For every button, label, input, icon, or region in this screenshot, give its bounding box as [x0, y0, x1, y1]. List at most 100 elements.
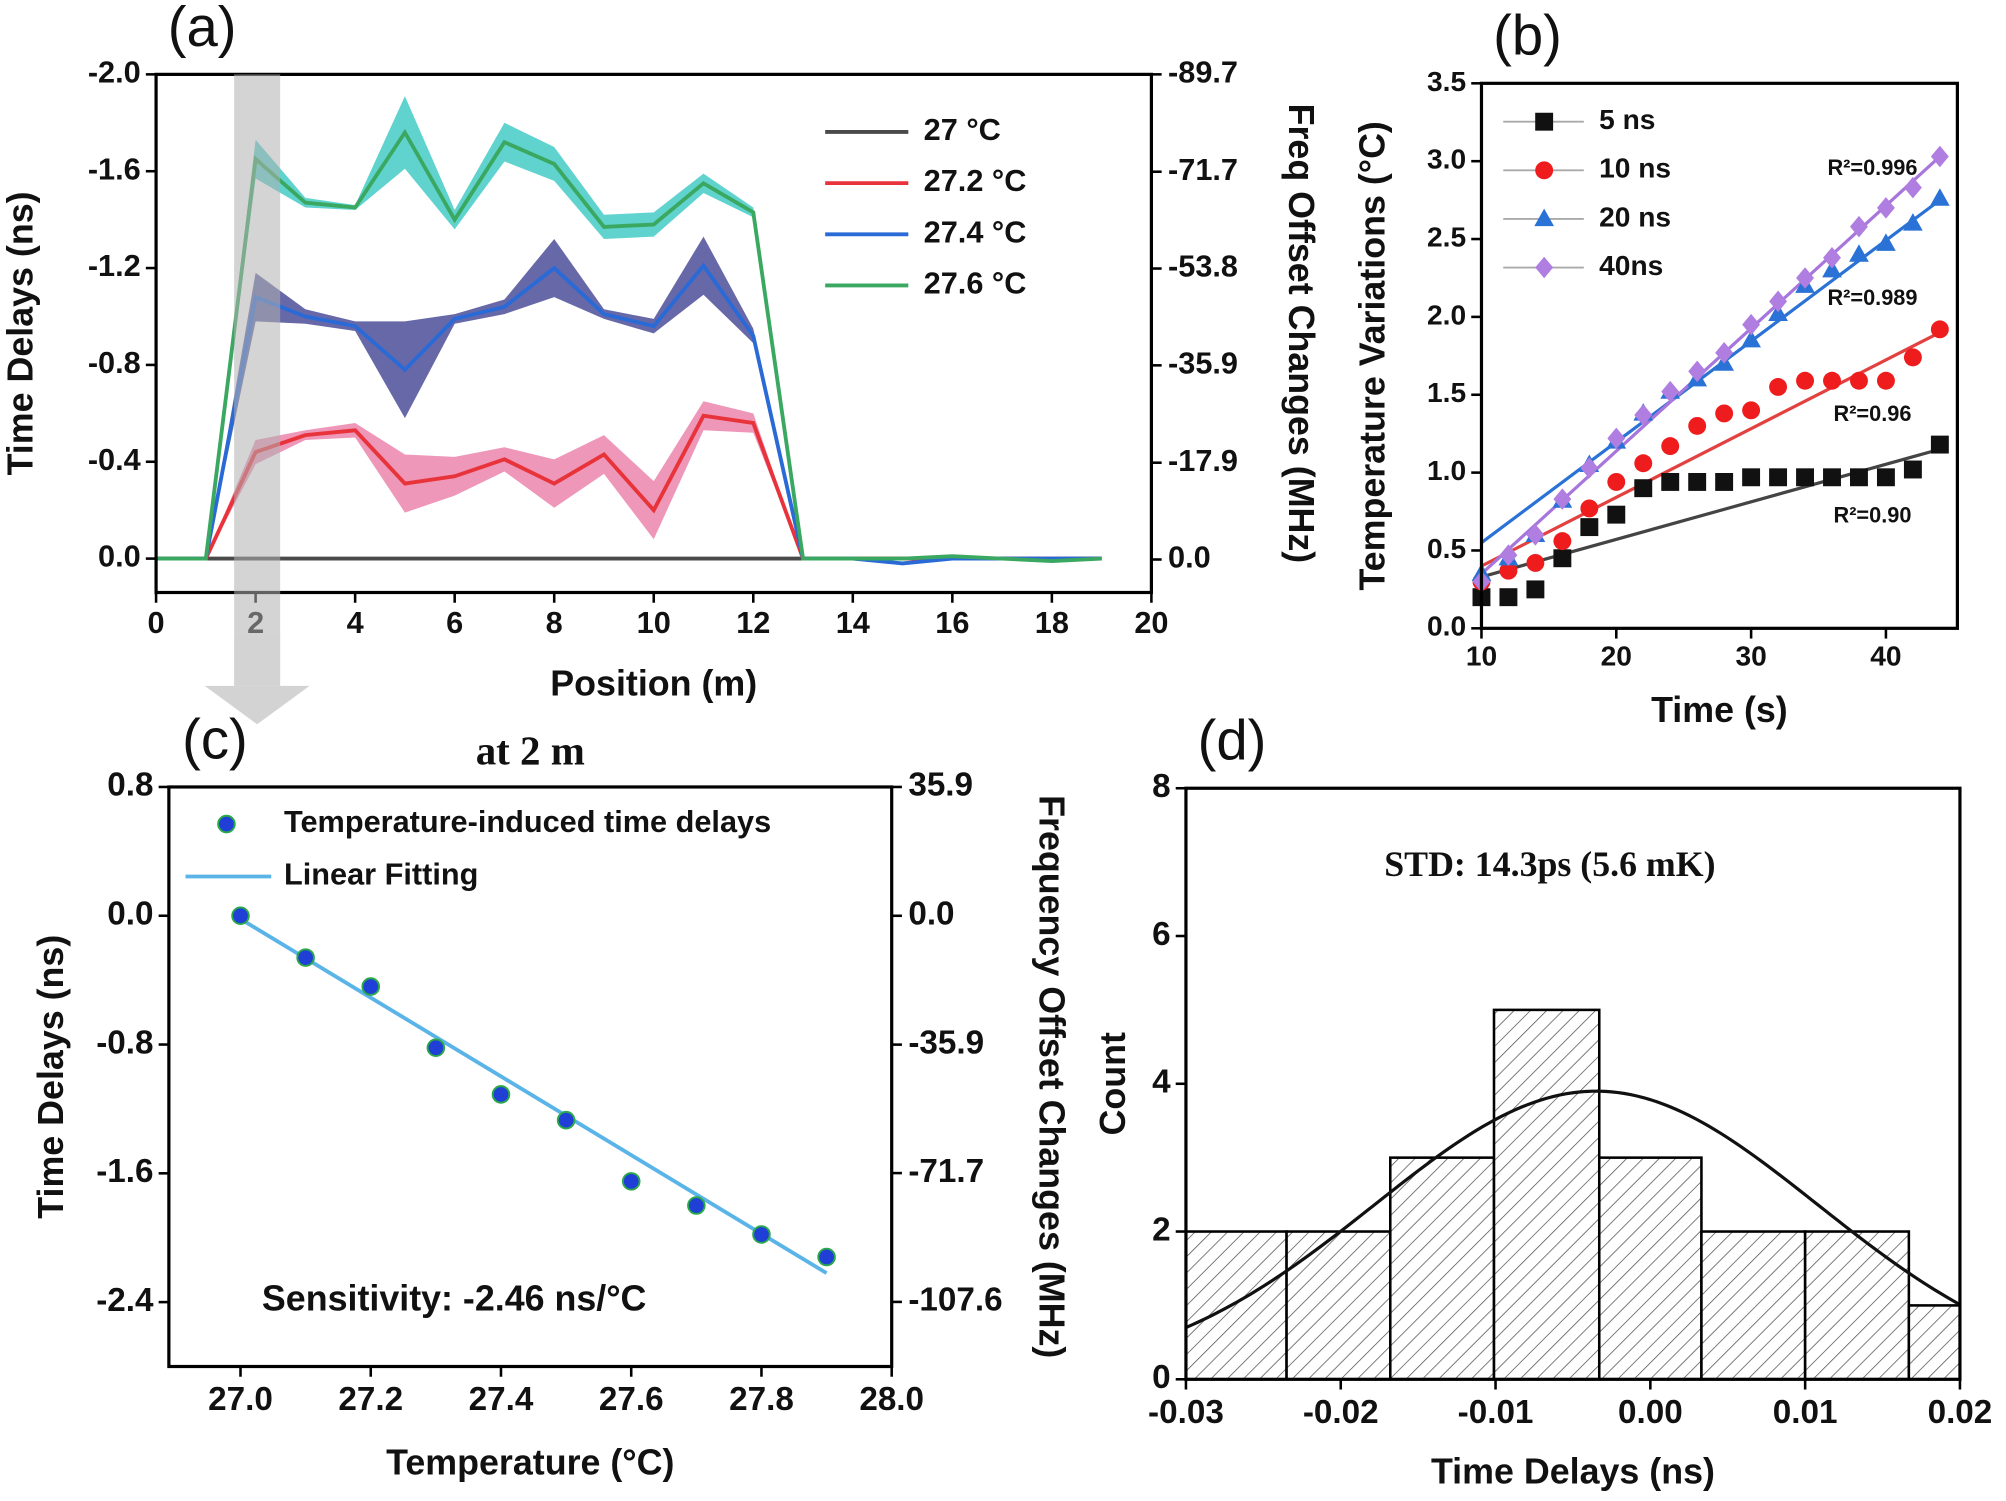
legend-label: 27.6 °C: [924, 266, 1027, 301]
y2-tick-label: -89.7: [1168, 54, 1238, 89]
annotation: Sensitivity: -2.46 ns/°C: [262, 1279, 647, 1319]
x-tick-label: 0.00: [1618, 1394, 1683, 1431]
marker: [1768, 303, 1788, 321]
marker: [1534, 208, 1555, 227]
x-tick-label: 4: [347, 605, 364, 640]
marker: [1796, 468, 1814, 487]
fit-annotation: R²=0.90: [1834, 502, 1912, 527]
marker: [1535, 256, 1554, 279]
plot-frame: [1479, 81, 1959, 630]
y-tick-label: -2.0: [88, 54, 141, 89]
y-tick-label: 3.0: [1427, 144, 1466, 175]
y2-tick-label: -71.7: [1168, 152, 1238, 187]
marker: [752, 1225, 771, 1244]
marker: [1715, 472, 1734, 491]
plot-frame: [1184, 786, 1962, 1381]
fit-curve: [1185, 1089, 1961, 1330]
x-tick-label: 0.02: [1928, 1394, 1993, 1431]
marker: [1607, 472, 1626, 491]
legend-label: 20 ns: [1599, 201, 1671, 232]
legend-label: 27 °C: [924, 112, 1001, 147]
marker: [1607, 427, 1626, 450]
y-tick-label: 2.0: [1427, 299, 1466, 330]
marker: [1850, 468, 1868, 487]
marker: [1634, 479, 1653, 498]
y-tick-label: 0.0: [98, 539, 141, 574]
marker: [1715, 341, 1734, 364]
highlight-arrow: [204, 74, 310, 725]
x-tick-label: -0.03: [1148, 1394, 1224, 1431]
marker: [1769, 468, 1788, 487]
y-axis-label: Time Delays (ns): [0, 191, 40, 475]
marker: [621, 1172, 641, 1191]
x-tick-label: 18: [1035, 605, 1069, 640]
data-line: [156, 128, 1102, 563]
x-tick-label: 27.6: [599, 1381, 664, 1418]
x-tick-label: 16: [935, 605, 969, 640]
marker: [1499, 588, 1518, 607]
plot-frame: [167, 785, 894, 1369]
x-tick-label: -0.01: [1458, 1394, 1534, 1431]
y2-tick-label: 35.9: [908, 767, 973, 804]
x-tick-label: 28.0: [859, 1381, 924, 1418]
histogram-bar: [1597, 1156, 1703, 1381]
marker: [1535, 161, 1554, 180]
y-tick-label: -2.4: [96, 1282, 154, 1319]
marker: [1634, 454, 1653, 473]
marker: [1499, 561, 1518, 580]
y2-tick-label: -53.8: [1168, 249, 1238, 284]
x-tick-label: 10: [1466, 640, 1497, 671]
marker: [1742, 313, 1761, 336]
x-tick-label: 20: [1134, 605, 1168, 640]
x-tick-label: 12: [736, 605, 770, 640]
marker: [491, 1085, 511, 1104]
marker: [1526, 524, 1545, 546]
marker: [296, 948, 315, 967]
marker: [1822, 259, 1842, 278]
marker: [1688, 472, 1707, 491]
panel-label: (b): [1493, 4, 1562, 67]
y2-tick-label: -35.9: [1168, 345, 1238, 380]
marker: [1526, 580, 1545, 599]
marker: [1499, 544, 1518, 566]
y-tick-label: -0.8: [88, 345, 141, 380]
marker: [1661, 472, 1680, 491]
marker: [1903, 348, 1922, 367]
marker: [1715, 404, 1734, 423]
fit-line: [1480, 331, 1941, 568]
y-tick-label: -1.6: [88, 151, 141, 186]
y-tick-label: 0.8: [107, 767, 153, 804]
x-axis-label: Position (m): [550, 663, 757, 703]
marker: [1769, 290, 1788, 313]
panel-label: (a): [168, 0, 237, 58]
marker: [1661, 437, 1680, 456]
marker: [1688, 360, 1707, 383]
marker: [1930, 145, 1949, 168]
legend-label: 5 ns: [1599, 104, 1655, 135]
histogram-bar: [1907, 1304, 1962, 1381]
x-tick-label: 0.01: [1773, 1394, 1838, 1431]
y-axis-label: Time Delays (ns): [31, 935, 71, 1219]
marker: [556, 1110, 576, 1130]
x-tick-label: 27.2: [338, 1381, 403, 1418]
histogram-bar: [1285, 1230, 1392, 1381]
marker: [231, 906, 250, 926]
y-tick-label: 0.0: [107, 896, 153, 933]
marker: [1930, 320, 1949, 339]
panel-label: (d): [1198, 709, 1267, 772]
x-axis-label: Time Delays (ns): [1431, 1451, 1715, 1491]
fit-line: [1480, 198, 1941, 544]
legend-label: 10 ns: [1599, 153, 1671, 184]
marker: [1553, 488, 1572, 510]
marker: [1580, 457, 1599, 479]
fit-line: [239, 917, 828, 1275]
x-tick-label: 30: [1735, 640, 1766, 671]
marker: [1580, 499, 1599, 518]
marker: [1849, 244, 1869, 262]
y-tick-label: -1.6: [96, 1153, 153, 1190]
marker: [1607, 505, 1626, 524]
legend-label: 27.2 °C: [924, 163, 1027, 198]
legend-label: Temperature-induced time delays: [284, 804, 771, 839]
y-tick-label: 1.0: [1427, 455, 1466, 486]
